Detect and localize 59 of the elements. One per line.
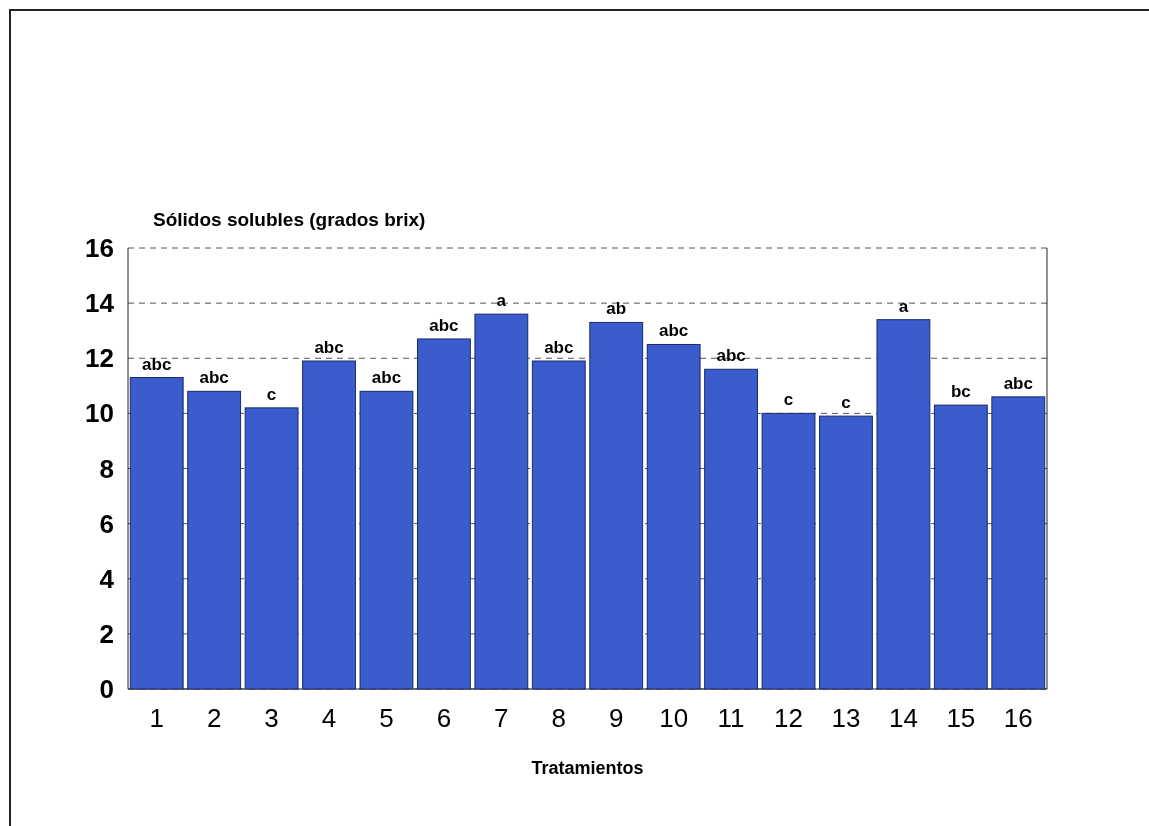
x-tick-label: 5	[379, 703, 394, 733]
bar	[819, 415, 873, 690]
bar	[416, 338, 471, 690]
data-label: ab	[606, 299, 627, 319]
x-tick-label: 8	[551, 703, 567, 733]
x-axis-title: Tratamientos	[531, 758, 644, 778]
data-label: a	[496, 291, 507, 311]
x-tick-label: 14	[888, 703, 918, 733]
data-label: c	[841, 393, 851, 413]
x-tick-label: 12	[774, 703, 803, 733]
data-label: abc	[544, 338, 574, 358]
bar	[359, 390, 414, 690]
data-label: c	[783, 390, 794, 410]
x-tick-label: 15	[946, 703, 976, 733]
y-tick-label: 8	[99, 453, 114, 484]
bar	[933, 404, 988, 690]
bar	[187, 390, 242, 690]
x-tick-label: 9	[608, 703, 624, 733]
y-tick-label: 0	[99, 674, 114, 705]
data-label: abc	[659, 321, 689, 341]
x-tick-label: 7	[494, 703, 509, 733]
data-label: abc	[716, 346, 746, 366]
data-label: abc	[371, 368, 402, 388]
x-tick-label: 13	[831, 703, 861, 733]
x-tick-label: 10	[659, 703, 689, 733]
bar	[646, 343, 701, 690]
data-label: abc	[314, 338, 344, 358]
data-label: abc	[429, 315, 459, 335]
y-tick-label: 12	[85, 343, 114, 374]
x-tick-label: 16	[1003, 703, 1033, 733]
bar	[761, 412, 816, 690]
y-tick-label: 16	[85, 233, 114, 264]
bar	[474, 313, 529, 690]
bar	[129, 377, 184, 690]
data-label: abc	[199, 368, 229, 388]
bar	[302, 360, 356, 690]
bar	[244, 407, 299, 690]
bar	[589, 321, 644, 690]
y-tick-label: 2	[99, 618, 114, 649]
y-axis-title: Sólidos solubles (grados brix)	[153, 209, 426, 230]
data-label: abc	[142, 354, 172, 374]
data-label: abc	[1003, 373, 1033, 393]
bar	[991, 396, 1046, 690]
data-label: a	[898, 296, 909, 316]
y-tick-label: 6	[99, 508, 114, 539]
data-label: bc	[950, 382, 971, 402]
y-tick-label: 10	[85, 398, 114, 429]
x-tick-label: 1	[149, 703, 164, 733]
y-tick-label: 14	[85, 288, 115, 319]
x-tick-label: 11	[717, 703, 745, 733]
x-tick-label: 3	[264, 703, 279, 733]
x-tick-label: 2	[206, 703, 222, 733]
data-label: c	[266, 384, 277, 404]
bar	[704, 368, 759, 690]
x-tick-label: 4	[321, 703, 337, 733]
bar	[531, 360, 586, 690]
y-tick-label: 4	[99, 563, 115, 594]
bar	[876, 319, 931, 690]
x-tick-label: 6	[436, 703, 452, 733]
